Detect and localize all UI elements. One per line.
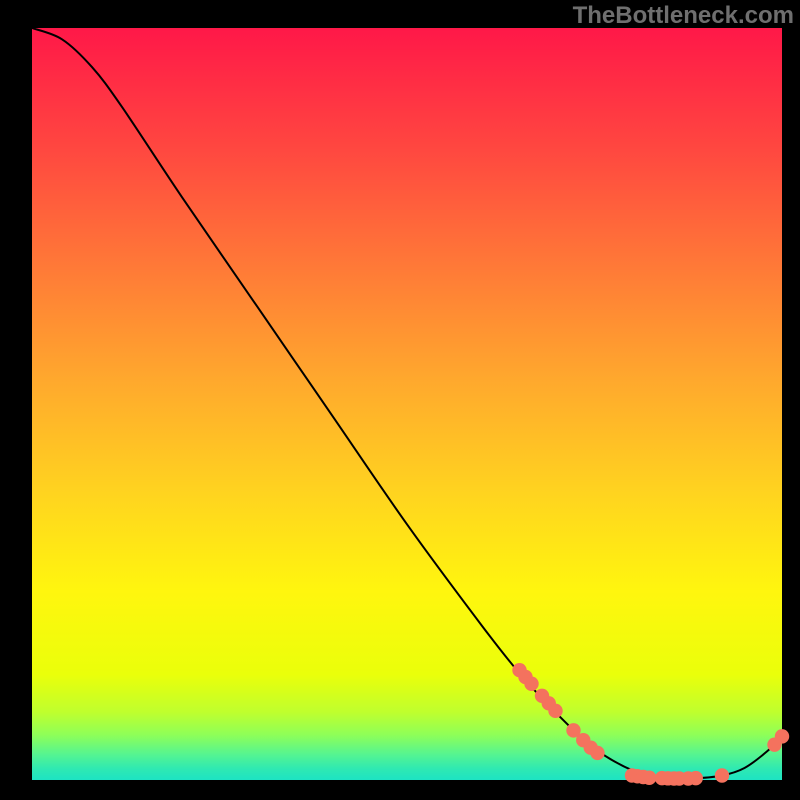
data-marker (715, 768, 729, 782)
data-marker (642, 771, 656, 785)
data-marker (689, 771, 703, 785)
data-marker (548, 704, 562, 718)
bottleneck-chart (0, 0, 800, 800)
data-marker (524, 677, 538, 691)
data-marker (775, 729, 789, 743)
data-marker (590, 746, 604, 760)
chart-container: TheBottleneck.com (0, 0, 800, 800)
watermark-label: TheBottleneck.com (573, 2, 794, 30)
